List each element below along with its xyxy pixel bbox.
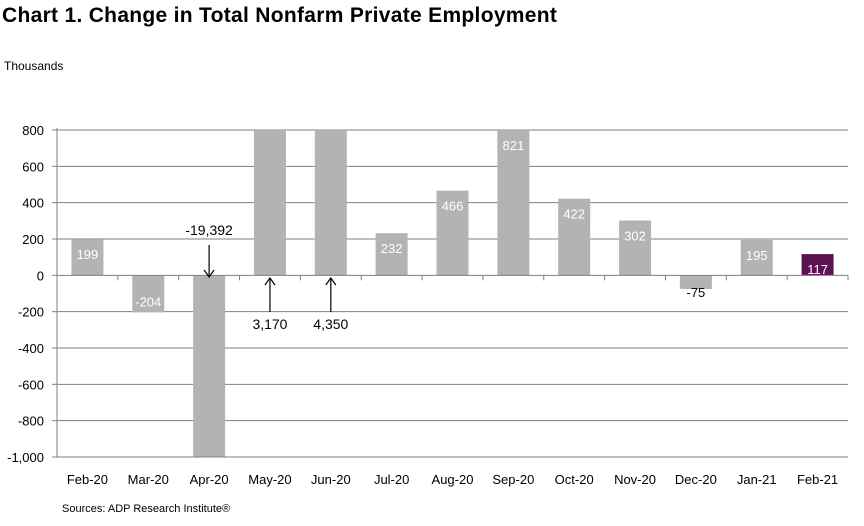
- y-tick-label: 0: [37, 268, 44, 283]
- gridlines: [57, 129, 848, 458]
- data-label: 117: [807, 262, 828, 277]
- y-tick-label: 800: [22, 123, 44, 138]
- annotation-label: 3,170: [252, 316, 287, 332]
- bar-jul-20: [375, 233, 408, 276]
- bars: [71, 130, 834, 457]
- x-tick-label: Aug-20: [432, 472, 474, 487]
- annotation-arrowhead: [325, 276, 337, 286]
- x-tick-label: Feb-21: [797, 472, 838, 487]
- bar-feb-21: [801, 254, 834, 276]
- y-tick-label: 200: [22, 232, 44, 247]
- annotation-arrowhead: [264, 276, 276, 286]
- bar-jan-21: [740, 239, 773, 276]
- x-tick-label: Jan-21: [737, 472, 777, 487]
- bar-dec-20: [679, 275, 712, 289]
- bar-sep-20: [497, 130, 530, 276]
- data-label: 199: [77, 247, 99, 262]
- data-label: 422: [563, 207, 585, 222]
- data-label: -75: [686, 285, 705, 300]
- y-axis-unit-label: Thousands: [4, 59, 64, 73]
- chart-title: Chart 1. Change in Total Nonfarm Private…: [2, 4, 558, 27]
- x-tick-label: Apr-20: [190, 472, 229, 487]
- x-tick-label: Jul-20: [374, 472, 409, 487]
- bar-mar-20: [132, 275, 165, 313]
- bar-may-20: [253, 130, 286, 276]
- data-label: 466: [442, 199, 464, 214]
- bar-apr-20: [193, 275, 226, 457]
- data-label: 821: [502, 138, 524, 153]
- data-label: 232: [381, 241, 403, 256]
- data-label: 195: [746, 248, 768, 263]
- x-tick-label: Oct-20: [555, 472, 594, 487]
- x-tick-label: Dec-20: [675, 472, 717, 487]
- bar-jun-20: [314, 130, 347, 276]
- axes: 800 600 400 200 0 -200 -400 -600 -800 -1,000 Feb-2…: [7, 123, 849, 487]
- x-tick-label: Feb-20: [67, 472, 108, 487]
- data-label: -204: [135, 294, 161, 309]
- annotation-arrowhead: [203, 269, 215, 279]
- x-tick-label: Jun-20: [311, 472, 351, 487]
- y-tick-label: -600: [18, 377, 44, 392]
- x-tick-label: May-20: [248, 472, 291, 487]
- x-tick-label: Nov-20: [614, 472, 656, 487]
- y-tick-label: -800: [18, 414, 44, 429]
- y-tick-label: -1,000: [7, 450, 44, 465]
- y-tick-label: 600: [22, 159, 44, 174]
- bar-feb-20: [71, 239, 104, 276]
- annotation-label: 4,350: [313, 316, 348, 332]
- x-tick-label: Sep-20: [492, 472, 534, 487]
- data-label: 302: [624, 228, 646, 243]
- y-tick-label: 400: [22, 196, 44, 211]
- bar-oct-20: [558, 198, 591, 276]
- y-tick-label: -200: [18, 305, 44, 320]
- bar-nov-20: [619, 220, 652, 276]
- y-tick-label: -400: [18, 341, 44, 356]
- source-note: Sources: ADP Research Institute®: [62, 503, 231, 515]
- bar-aug-20: [436, 190, 469, 276]
- labels: 199 -204 232 466 821 422 302 -75 195 117 -19,392 3,…: [77, 138, 828, 332]
- annotation-label: -19,392: [185, 222, 233, 238]
- x-tick-label: Mar-20: [128, 472, 169, 487]
